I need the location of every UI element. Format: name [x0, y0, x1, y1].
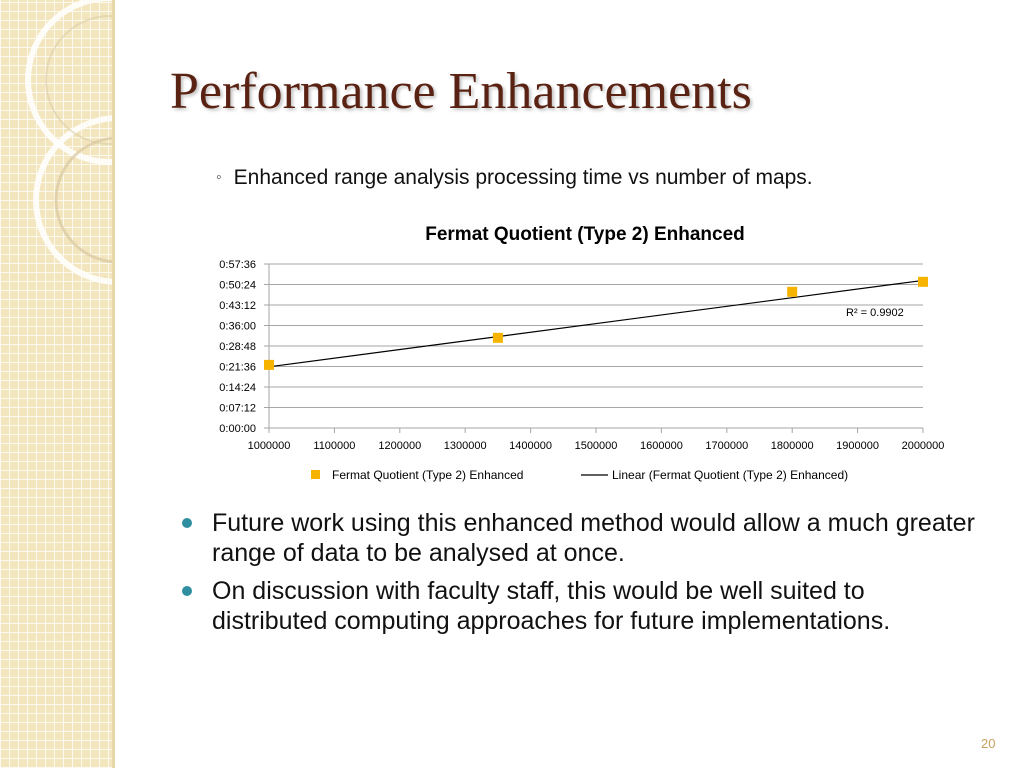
- y-tick-label: 0:50:24: [219, 280, 256, 292]
- x-tick-label: 1400000: [509, 440, 552, 452]
- x-axis: 1000000 1100000 1200000 1300000 1400000 15000…: [248, 427, 945, 452]
- data-points: [264, 276, 928, 370]
- legend-trendline-label: Linear (Fermat Quotient (Type 2) Enhance…: [612, 468, 848, 482]
- chart-container: Fermat Quotient (Type 2) Enhanced 100000…: [200, 218, 970, 503]
- sidebar-decoration: [0, 0, 112, 768]
- x-tick-label: 1000000: [248, 440, 291, 452]
- chart: Fermat Quotient (Type 2) Enhanced 100000…: [219, 224, 945, 482]
- x-tick-label: 1900000: [836, 440, 879, 452]
- y-tick-label: 0:00:00: [219, 423, 256, 435]
- y-tick-label: 0:43:12: [219, 300, 256, 312]
- bullet-text: On discussion with faculty staff, this w…: [212, 577, 891, 635]
- y-tick-label: 0:36:00: [219, 321, 256, 333]
- y-tick-label: 0:07:12: [219, 403, 256, 415]
- bullet-item: On discussion with faculty staff, this w…: [178, 576, 978, 636]
- sidebar-edge: [112, 0, 115, 768]
- page-number: 20: [981, 736, 996, 751]
- sub-bullet-text: Enhanced range analysis processing time …: [233, 166, 813, 189]
- trendline: [268, 279, 924, 368]
- y-tick-label: 0:14:24: [219, 382, 256, 394]
- data-point: [492, 332, 503, 343]
- decorative-circles: [25, 0, 112, 285]
- chart-grid: [269, 263, 923, 429]
- legend-series-label: Fermat Quotient (Type 2) Enhanced: [332, 468, 523, 482]
- r-squared-label: R² = 0.9902: [846, 307, 904, 319]
- x-tick-label: 1600000: [640, 440, 683, 452]
- data-point: [787, 286, 798, 297]
- y-tick-label: 0:57:36: [219, 259, 256, 271]
- y-tick-label: 0:21:36: [219, 362, 256, 374]
- y-axis: 0:00:00 0:07:12 0:14:24 0:21:36 0:28:48 0:36:…: [219, 259, 270, 435]
- x-tick-label: 1800000: [771, 440, 814, 452]
- bullet-item: Future work using this enhanced method w…: [178, 508, 978, 568]
- chart-legend: Fermat Quotient (Type 2) Enhanced Linear…: [311, 468, 848, 482]
- x-tick-label: 2000000: [902, 440, 945, 452]
- bullet-text: Future work using this enhanced method w…: [212, 509, 975, 567]
- x-tick-label: 1500000: [575, 440, 618, 452]
- chart-title: Fermat Quotient (Type 2) Enhanced: [425, 224, 745, 245]
- data-point: [918, 276, 928, 287]
- trendline-layer: [268, 279, 924, 368]
- x-tick-label: 1300000: [444, 440, 487, 452]
- legend-marker-icon: [311, 470, 320, 479]
- sub-bullet: ◦ Enhanced range analysis processing time…: [216, 166, 813, 190]
- x-tick-label: 1700000: [705, 440, 748, 452]
- data-point: [264, 359, 274, 370]
- y-tick-label: 0:28:48: [219, 341, 256, 353]
- bullet-dot-icon: [182, 586, 192, 596]
- sub-bullet-marker: ◦: [216, 169, 222, 186]
- bullet-list: Future work using this enhanced method w…: [178, 508, 978, 644]
- slide-title: Performance Enhancements: [170, 63, 752, 120]
- bullet-dot-icon: [182, 518, 192, 528]
- x-tick-label: 1200000: [378, 440, 421, 452]
- x-tick-label: 1100000: [313, 440, 355, 452]
